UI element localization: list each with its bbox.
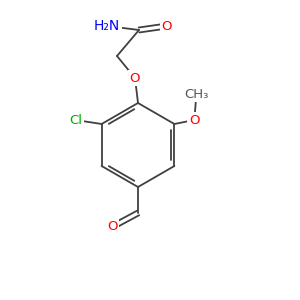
Text: CH₃: CH₃ [184,88,208,100]
Text: Cl: Cl [69,113,82,127]
Text: O: O [107,220,117,233]
Text: O: O [130,71,140,85]
Text: O: O [189,113,200,127]
Text: H₂N: H₂N [94,19,120,33]
Text: O: O [162,20,172,32]
